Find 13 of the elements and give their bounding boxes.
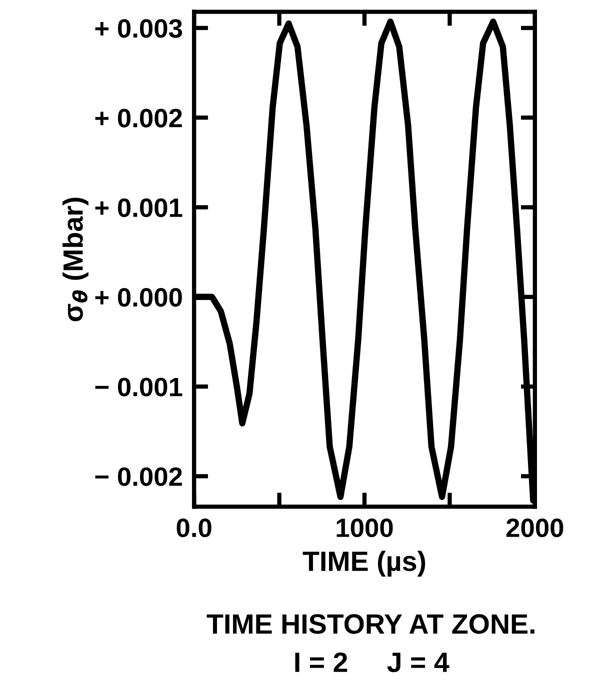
text: I = 2 J = 4 bbox=[295, 652, 450, 672]
x-tick-label: 1000 bbox=[336, 518, 393, 538]
y-tick-label: + 0.001 bbox=[95, 198, 182, 218]
x-axis-title: TIME (µs) bbox=[302, 550, 426, 577]
x-tick-label: 0.0 bbox=[176, 518, 212, 538]
y-tick-label: + 0.003 bbox=[95, 19, 182, 38]
y-tick-label: − 0.001 bbox=[95, 378, 182, 396]
text: TIME HISTORY AT ZONE. bbox=[206, 614, 534, 634]
y-tick-label: + 0.002 bbox=[95, 108, 182, 128]
y-axis-title: σ$_{θ}$ (Mbar) bbox=[62, 198, 88, 322]
y-tick-label: − 0.002 bbox=[95, 467, 182, 486]
y-tick-label: + 0.000 bbox=[95, 288, 182, 307]
x-tick-label: 2000 bbox=[506, 518, 564, 538]
